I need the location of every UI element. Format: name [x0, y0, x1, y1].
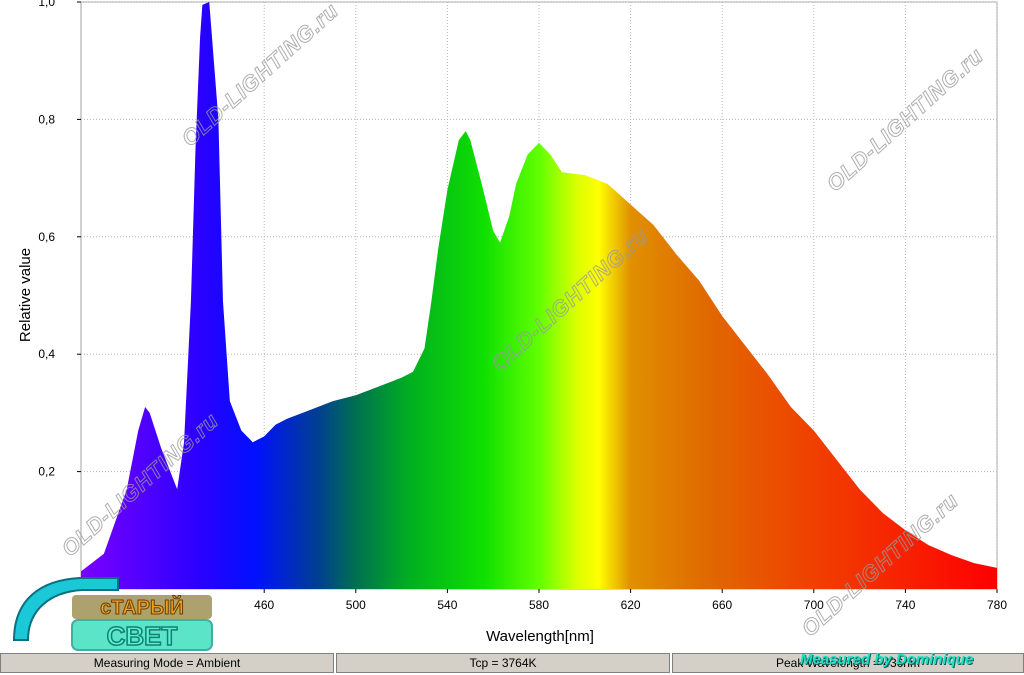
logo-bottom: СВЕТ [107, 621, 178, 651]
x-tick-label: 740 [895, 598, 915, 612]
y-tick-label: 1,0 [38, 0, 55, 9]
y-axis-label: Relative value [17, 248, 34, 342]
x-tick-label: 540 [437, 598, 457, 612]
y-tick-label: 0,8 [38, 112, 55, 126]
x-tick-label: 700 [804, 598, 824, 612]
x-tick-label: 660 [712, 598, 732, 612]
status-peak: Peak Wavelength = 436nm [672, 653, 1024, 673]
status-mode: Measuring Mode = Ambient [0, 653, 334, 673]
x-axis-label: Wavelength[nm] [486, 628, 594, 645]
x-tick-label: 580 [529, 598, 549, 612]
y-tick-label: 0,6 [38, 230, 55, 244]
spectrum-area [81, 2, 997, 589]
x-tick-label: 460 [254, 598, 274, 612]
y-tick-label: 0,2 [38, 465, 55, 479]
y-tick-label: 0,4 [38, 347, 55, 361]
logo-top: сТАРЫЙ [100, 595, 184, 619]
x-tick-label: 500 [346, 598, 366, 612]
credit: Measured by Dominique [800, 651, 974, 668]
logo: сТАРЫЙ СВЕТ [12, 577, 213, 652]
x-tick-label: 620 [621, 598, 641, 612]
chart: 00,20,40,60,81,0460500540580620660700740… [12, 0, 1007, 652]
x-tick-label: 780 [987, 598, 1007, 612]
status-tcp: Tcp = 3764K [336, 653, 670, 673]
